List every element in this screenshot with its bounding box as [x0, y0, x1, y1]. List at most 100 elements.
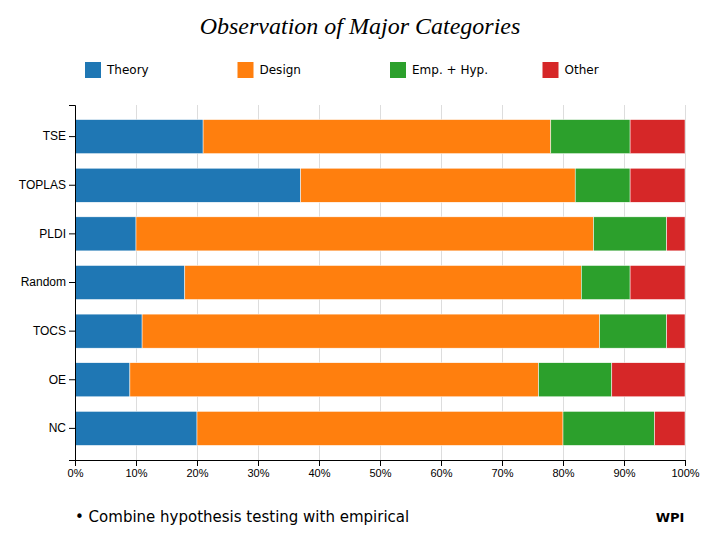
x-tick: 60% — [430, 460, 452, 479]
legend-item: Theory — [85, 62, 149, 78]
tick-label: OE — [49, 373, 66, 387]
bar — [630, 265, 685, 299]
y-tick: Random — [21, 275, 75, 289]
bar — [75, 217, 136, 251]
tick-label: 20% — [186, 467, 208, 479]
x-tick: 100% — [671, 460, 699, 479]
bar — [594, 217, 667, 251]
bars — [75, 120, 685, 446]
bar — [612, 363, 685, 397]
legend-swatch — [85, 62, 101, 78]
tick-label: 50% — [369, 467, 391, 479]
bar — [75, 168, 301, 202]
tick-label: Random — [21, 275, 66, 289]
bar — [203, 120, 551, 154]
x-tick: 50% — [369, 460, 391, 479]
bar — [655, 411, 686, 445]
tick-label: 30% — [247, 467, 269, 479]
y-tick: OE — [49, 373, 75, 387]
y-tick: TOPLAS — [19, 178, 75, 192]
bar — [185, 265, 582, 299]
tick-mark — [69, 331, 75, 332]
chart: Observation of Major Categories Theory Des… — [0, 0, 720, 540]
y-tick: TOCS — [33, 324, 75, 338]
bar — [539, 363, 612, 397]
x-tick: 10% — [125, 460, 147, 479]
bar — [630, 168, 685, 202]
bar — [75, 411, 197, 445]
tick-mark — [380, 460, 381, 466]
bar — [197, 411, 563, 445]
tick-label: 90% — [613, 467, 635, 479]
legend-item: Other — [543, 62, 599, 78]
x-tick: 80% — [552, 460, 574, 479]
tick-mark — [69, 136, 75, 137]
bar — [301, 168, 576, 202]
bar — [581, 265, 630, 299]
tick-mark — [69, 282, 75, 283]
tick-mark — [319, 460, 320, 466]
tick-label: 100% — [671, 467, 699, 479]
legend-label: Theory — [106, 63, 149, 77]
title: Observation of Major Categories — [200, 13, 521, 39]
tick-mark — [685, 460, 686, 466]
x-axis: 0% 10% 20% 30% 40% 50% 60% 70% 80% 90% 100% — [68, 460, 700, 479]
tick-label: 0% — [68, 467, 84, 479]
axis-line — [76, 461, 686, 467]
grid — [76, 105, 686, 460]
tick-mark — [563, 460, 564, 466]
tick-mark — [502, 460, 503, 466]
tick-mark — [69, 379, 75, 380]
tick-label: TOPLAS — [19, 178, 66, 192]
series — [130, 120, 600, 446]
tick-mark — [69, 185, 75, 186]
legend-swatch — [390, 62, 406, 78]
bar — [667, 314, 685, 348]
tick-mark — [441, 460, 442, 466]
bar — [136, 217, 594, 251]
legend-item: Emp. + Hyp. — [390, 62, 488, 78]
legend-swatch — [543, 62, 559, 78]
bar — [600, 314, 667, 348]
y-tick: PLDI — [39, 227, 75, 241]
tick-label: 60% — [430, 467, 452, 479]
axis-line — [69, 106, 76, 461]
legend-swatch — [238, 62, 254, 78]
annotation: WPI — [656, 510, 685, 525]
x-tick: 90% — [613, 460, 635, 479]
bar — [563, 411, 655, 445]
legend-label: Other — [565, 63, 599, 77]
tick-mark — [624, 460, 625, 466]
tick-label: TOCS — [33, 324, 66, 338]
y-tick: TSE — [43, 129, 75, 143]
x-tick: 30% — [247, 460, 269, 479]
bar — [75, 120, 203, 154]
tick-mark — [136, 460, 137, 466]
bar — [630, 120, 685, 154]
bar — [667, 217, 685, 251]
grid-line — [685, 105, 686, 460]
tick-mark — [258, 460, 259, 466]
legend-item: Design — [238, 62, 301, 78]
tick-label: 70% — [491, 467, 513, 479]
tick-label: TSE — [43, 129, 66, 143]
x-tick: 20% — [186, 460, 208, 479]
tick-label: 40% — [308, 467, 330, 479]
x-tick: 40% — [308, 460, 330, 479]
plot: 0% 10% 20% 30% 40% 50% 60% 70% 80% 90% 100% TSE TOPL… — [19, 105, 700, 479]
legend: Theory Design Emp. + Hyp. Other — [85, 62, 599, 78]
series — [612, 120, 685, 446]
bar — [575, 168, 630, 202]
tick-mark — [69, 428, 75, 429]
tick-label: 10% — [125, 467, 147, 479]
bar — [142, 314, 599, 348]
bar — [551, 120, 630, 154]
y-tick: NC — [49, 421, 75, 435]
legend-label: Emp. + Hyp. — [412, 63, 488, 77]
tick-mark — [69, 233, 75, 234]
bar — [75, 314, 142, 348]
y-axis: TSE TOPLAS PLDI Random TOCS OE NC — [19, 106, 76, 461]
tick-label: 80% — [552, 467, 574, 479]
legend-label: Design — [260, 63, 301, 77]
tick-mark — [197, 460, 198, 466]
